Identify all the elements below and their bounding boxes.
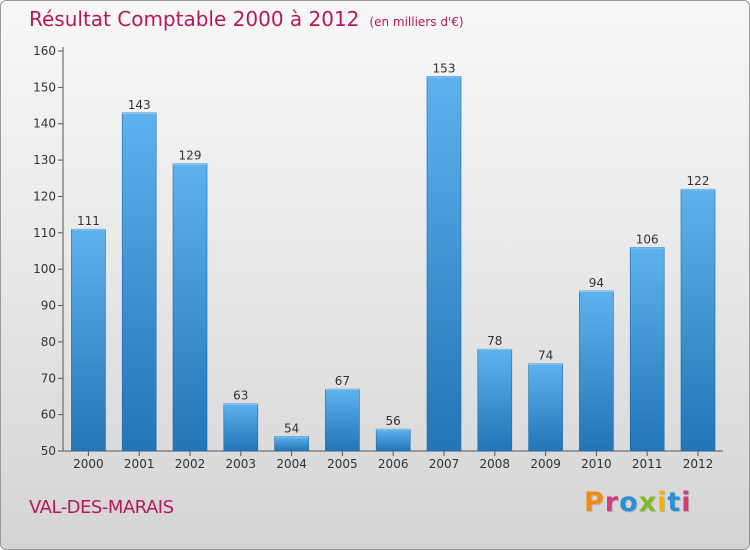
value-label-2002: 129 [179,149,202,163]
bar-2011 [629,247,665,452]
logo-letter: i [681,487,692,518]
bar-2007 [426,76,462,452]
value-label-2012: 122 [687,174,710,188]
x-tick-label-2002: 2002 [175,457,206,471]
x-tick-label-2012: 2012 [683,457,714,471]
bar-2001 [121,112,157,452]
value-label-2000: 111 [77,214,100,228]
x-tick-label-2007: 2007 [429,457,460,471]
proxiti-logo: Proxiti [584,487,692,518]
x-tick-label-2004: 2004 [276,457,307,471]
y-tick-label: 100 [33,262,56,276]
bar-2000 [71,228,106,452]
x-tick-label-2006: 2006 [378,457,409,471]
chart-title: Résultat Comptable 2000 à 2012 (en millie… [29,7,464,31]
logo-letter: o [619,487,639,518]
bar-2012 [680,188,716,452]
y-tick-label: 160 [33,44,56,58]
y-tick-label: 90 [41,299,56,313]
bar-2004 [274,436,309,452]
x-tick-label-2010: 2010 [581,457,612,471]
value-label-2003: 63 [233,389,248,403]
value-label-2006: 56 [386,414,401,428]
y-tick-label: 60 [41,408,56,422]
y-tick-label: 150 [33,80,56,94]
value-label-2004: 54 [284,421,299,435]
x-tick-label-2001: 2001 [124,457,155,471]
y-tick-label: 140 [33,117,56,131]
bar-2010 [579,290,614,452]
value-label-2001: 143 [128,98,151,112]
value-label-2010: 94 [589,276,604,290]
x-tick-label-2005: 2005 [327,457,358,471]
y-tick-label: 130 [33,153,56,167]
value-label-2005: 67 [335,374,350,388]
x-tick-label-2000: 2000 [73,457,104,471]
bar-2005 [325,388,360,452]
y-tick-label: 110 [33,226,56,240]
x-tick-label-2003: 2003 [226,457,257,471]
commune-name: VAL-DES-MARAIS [29,497,174,518]
chart-subtitle: (en milliers d'€) [369,15,464,29]
x-tick-label-2009: 2009 [530,457,561,471]
bar-2006 [375,428,411,452]
x-tick-label-2011: 2011 [632,457,663,471]
y-tick-label: 50 [41,444,56,458]
x-tick-label-2008: 2008 [480,457,511,471]
value-label-2009: 74 [538,349,553,363]
x-axis: 2000 2001 2002 2003 2004 2005 2006 2007 2008 2009… [63,450,723,471]
value-labels: 111 143 129 63 54 67 56 153 78 74 94 106 122 [77,61,710,435]
y-tick-label: 80 [41,335,56,349]
chart-title-text: Résultat Comptable 2000 à 2012 [29,7,360,31]
logo-letter: t [667,487,682,518]
bars [71,76,716,452]
bar-2003 [223,403,259,452]
value-label-2011: 106 [636,232,659,246]
value-label-2008: 78 [487,334,502,348]
y-axis: 50 60 70 80 90 100 110 120 130 140 150 160 [33,44,64,458]
bar-2009 [528,363,563,452]
logo-letter: i [657,487,668,518]
bar-2008 [477,348,513,452]
logo-letter: P [584,487,605,518]
bar-2002 [172,163,208,452]
value-label-2007: 153 [433,61,456,75]
logo-letter: x [638,487,658,518]
y-tick-label: 70 [41,371,56,385]
y-tick-label: 120 [33,189,56,203]
logo-letter: r [604,487,620,518]
